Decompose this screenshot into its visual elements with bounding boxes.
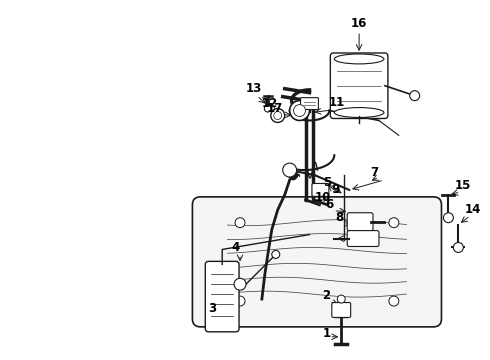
Circle shape xyxy=(283,163,296,177)
Ellipse shape xyxy=(334,54,384,64)
Circle shape xyxy=(294,105,306,117)
Circle shape xyxy=(264,105,271,112)
Text: 5: 5 xyxy=(323,176,331,189)
Text: 3: 3 xyxy=(208,302,216,315)
Text: 13: 13 xyxy=(246,82,262,95)
FancyBboxPatch shape xyxy=(347,231,379,247)
Text: 12: 12 xyxy=(262,97,278,110)
FancyBboxPatch shape xyxy=(193,197,441,327)
Text: 6: 6 xyxy=(325,198,334,211)
Text: 1: 1 xyxy=(322,327,330,340)
Circle shape xyxy=(271,109,285,122)
Circle shape xyxy=(234,278,246,290)
Text: 11: 11 xyxy=(329,96,345,109)
Circle shape xyxy=(389,218,399,228)
Circle shape xyxy=(272,251,280,258)
Text: 8: 8 xyxy=(335,211,343,224)
Circle shape xyxy=(235,218,245,228)
Text: 10: 10 xyxy=(314,192,331,204)
Circle shape xyxy=(290,100,310,121)
Circle shape xyxy=(235,296,245,306)
Ellipse shape xyxy=(334,108,384,117)
FancyBboxPatch shape xyxy=(300,98,318,109)
Circle shape xyxy=(443,213,453,223)
FancyBboxPatch shape xyxy=(347,213,373,231)
Text: 9: 9 xyxy=(331,184,340,197)
Circle shape xyxy=(389,296,399,306)
FancyBboxPatch shape xyxy=(332,302,351,318)
Circle shape xyxy=(274,112,282,120)
FancyBboxPatch shape xyxy=(312,184,329,196)
Text: 17: 17 xyxy=(267,102,283,115)
FancyBboxPatch shape xyxy=(205,261,239,332)
Text: 16: 16 xyxy=(351,17,368,30)
Circle shape xyxy=(410,91,419,100)
Text: 2: 2 xyxy=(322,289,330,302)
Circle shape xyxy=(337,295,345,303)
Text: 14: 14 xyxy=(465,203,481,216)
FancyBboxPatch shape xyxy=(330,53,388,118)
Text: 7: 7 xyxy=(370,166,378,179)
Text: 15: 15 xyxy=(455,179,471,193)
Text: 4: 4 xyxy=(231,241,239,254)
Circle shape xyxy=(453,243,464,252)
